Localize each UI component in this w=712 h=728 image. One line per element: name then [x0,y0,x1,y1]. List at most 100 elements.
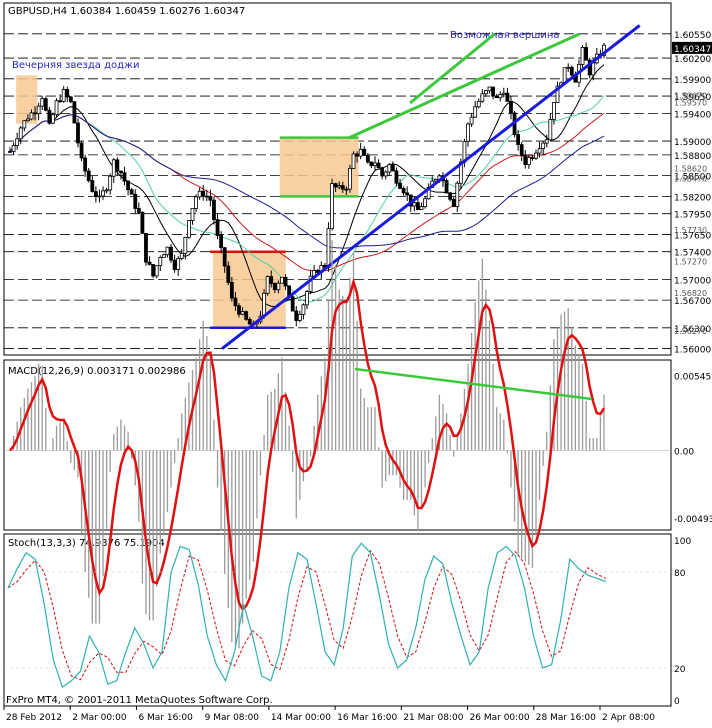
candle-body [208,195,213,201]
candle-body [58,100,62,103]
candle-body [40,98,45,107]
candle-body [416,202,420,211]
current-price-label: 1.60347 [674,45,711,55]
candle-body [294,310,299,321]
candle-body [348,168,352,190]
candle-body [280,276,284,284]
macd-divergence-line [354,367,593,401]
candle-body [154,265,159,277]
y-tick-label: 1.60200 [674,55,711,65]
y-minor-label: 1.56820 [674,289,707,298]
candle-body [283,276,288,287]
candle-body [455,182,460,207]
candle-body [79,142,84,159]
candle-body [204,195,209,198]
candle-body [165,246,170,256]
candle-body [530,157,535,159]
candle-body [552,102,556,120]
y-tick-label: 1.57000 [674,276,711,286]
candle-body [480,93,485,102]
candle-body [86,170,91,182]
y-tick-label: 1.59400 [674,110,711,120]
x-tick-label: 2 Mar 00:00 [72,713,127,723]
y-tick-label: 1.59900 [674,76,711,86]
macd-tick-label: 0.00 [674,447,694,457]
main-panel [3,2,672,356]
current-price-box [672,41,712,54]
y-tick-label: 1.59000 [674,138,711,148]
candle-body [544,139,549,144]
candle-body [194,196,198,209]
candle-body [108,175,113,191]
candle-body [365,154,370,163]
candle-body [147,261,152,265]
stoch-tick-label: 0 [674,697,680,707]
y-tick-label: 1.57650 [674,231,711,241]
x-tick-label: 26 Mar 00:00 [470,713,530,723]
y-minor-label: 1.59570 [674,99,707,108]
x-tick-label: 9 Mar 08:00 [205,713,260,723]
candle-body [484,90,488,95]
candle-body [405,192,410,196]
x-tick-label: 28 Feb 2012 [6,713,62,723]
candle-body [65,89,70,98]
y-tick-label: 1.58200 [674,193,711,203]
x-tick-label: 2 Apr 08:00 [602,713,655,723]
candle-body [158,257,163,267]
candle-body [501,92,506,95]
candle-body [183,236,188,254]
candle-body [451,198,456,207]
stoch-title: Stoch(13,3,3) 74.9376 75.1904 [8,538,165,549]
candle-body [169,246,173,261]
candle-body [373,162,377,167]
y-tick-label: 1.56000 [674,346,711,356]
candle-body [212,199,216,220]
stoch-signal-line [7,549,607,681]
candle-body [104,189,109,192]
candle-body [587,59,592,76]
candle-body [333,183,338,188]
candle-body [240,311,245,315]
candle-body [505,92,510,102]
stoch-tick-label: 80 [674,569,686,579]
candle-body [247,319,252,325]
x-tick-label: 21 Mar 08:00 [403,713,463,723]
candle-body [412,202,417,207]
candle-body [301,304,306,315]
candle-body [344,188,349,191]
candle-body [476,100,481,108]
y-minor-label: 1.56270 [674,327,707,336]
macd-signal-line [9,277,606,612]
candle-body [387,164,392,173]
candle-body [93,191,98,197]
candle-body [119,170,123,174]
candle-body [68,96,73,103]
y-minor-label: 1.57270 [674,258,707,267]
candle-body [201,190,206,197]
candle-body [351,153,356,169]
candle-body [423,198,427,207]
y-tick-label: 1.57950 [674,211,711,221]
stoch-tick-label: 100 [674,537,691,547]
candle-body [161,254,166,258]
candle-body [516,134,521,145]
macd-tick-label: 0.00545 [674,373,711,383]
footer-copyright: FxPro MT4, © 2001-2011 MetaQuotes Softwa… [6,695,273,706]
candle-body [491,86,495,97]
candle-body [548,119,553,141]
candle-body [90,180,95,193]
support-trendline [221,24,641,350]
candle-body [237,305,241,315]
x-tick-label: 16 Mar 16:00 [337,713,397,723]
resistance-trendline [409,32,496,105]
candle-body [401,187,406,194]
candle-body [466,123,470,142]
candle-body [36,105,41,115]
main-title: GBPUSD,H4 1.60384 1.60459 1.60276 1.6034… [8,6,245,17]
candle-body [51,114,55,124]
annotation-possible-top: Возможная вершина [450,30,560,41]
candle-body [315,270,320,273]
x-tick-label: 6 Mar 16:00 [138,713,193,723]
candle-body [541,142,546,150]
